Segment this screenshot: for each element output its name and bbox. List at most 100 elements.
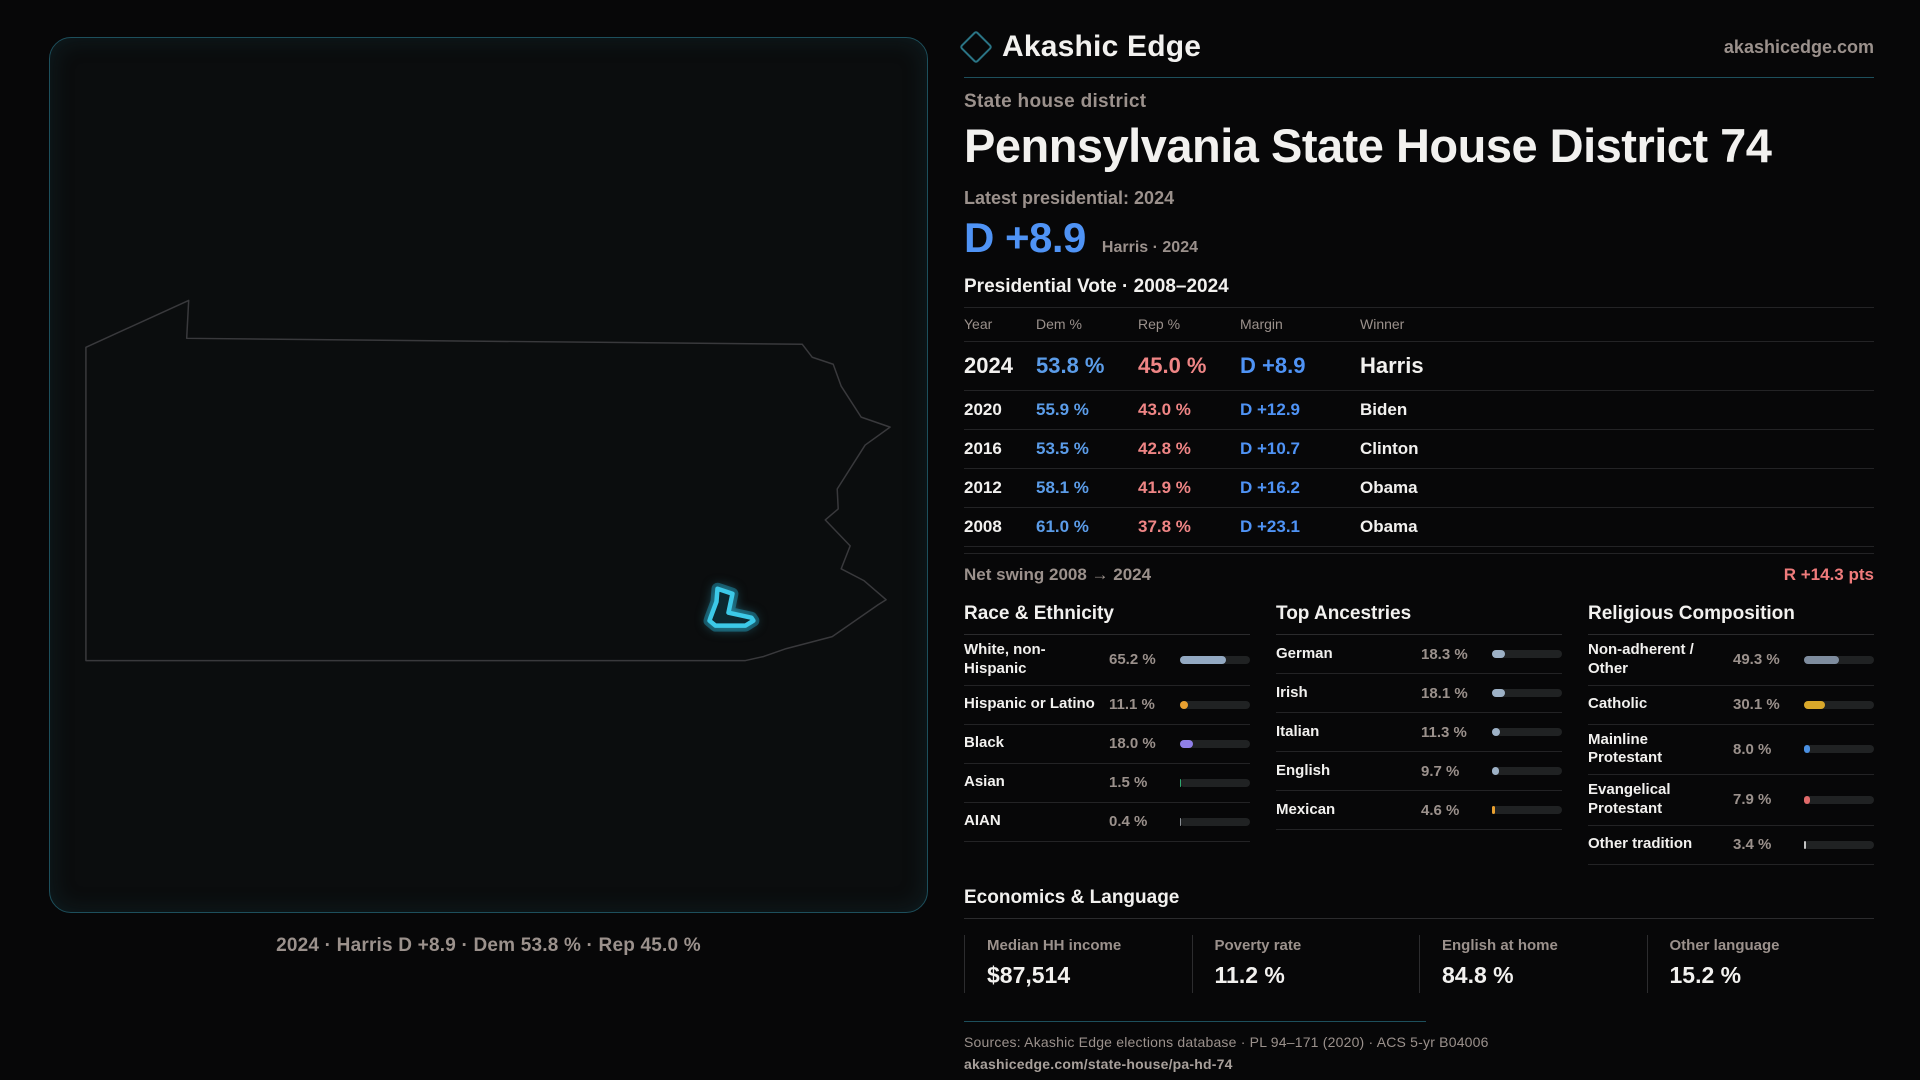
headline-margin-value: D +8.9 — [964, 214, 1086, 261]
demo-bar — [1804, 655, 1874, 664]
demo-bar — [1180, 739, 1250, 748]
demo-value: 30.1 % — [1733, 696, 1780, 713]
demo-value: 11.3 % — [1421, 723, 1467, 741]
demo-value: 65.2 % — [1109, 651, 1156, 669]
demo-label: Evangelical Protestant — [1588, 781, 1671, 817]
section-race-ethnicity: Race & Ethnicity White, non-Hispanic 65.… — [964, 603, 1250, 865]
demo-bar — [1492, 806, 1562, 814]
table-header-row: Year Dem % Rep % Margin Winner — [964, 308, 1874, 342]
demo-value: 9.7 % — [1421, 762, 1460, 780]
demo-value: 11.1 % — [1109, 696, 1155, 713]
stat-label: Other language — [1669, 936, 1780, 954]
demo-bar — [1180, 778, 1250, 787]
stat-label: Median HH income — [987, 936, 1122, 954]
net-swing-row: Net swing 2008 → 2024 R +14.3 pts — [964, 553, 1874, 585]
presidential-vote-table: Year Dem % Rep % Margin Winner 2024 53.8… — [964, 307, 1874, 547]
section-title: Race & Ethnicity — [964, 603, 1250, 635]
demo-row: Hispanic or Latino 11.1 % — [964, 686, 1250, 725]
cell-margin: D +8.9 — [1240, 353, 1306, 378]
stat-value: $87,514 — [987, 961, 1071, 988]
headline-margin-note: Harris · 2024 — [1101, 239, 1198, 256]
demo-value: 3.4 % — [1733, 836, 1772, 853]
map-column: 2024 · Harris D +8.9 · Dem 53.8 % · Rep … — [0, 0, 928, 1080]
demo-bar — [1180, 700, 1250, 709]
table-row: 2020 55.9 % 43.0 % D +12.9 Biden — [964, 391, 1874, 430]
table-row: 2024 53.8 % 45.0 % D +8.9 Harris — [964, 342, 1874, 391]
cell-margin: D +10.7 — [1240, 439, 1301, 458]
demo-row: White, non-Hispanic 65.2 % — [964, 635, 1250, 686]
cell-winner: Obama — [1360, 478, 1418, 497]
col-header-margin: Margin — [1240, 316, 1283, 332]
cell-rep: 37.8 % — [1138, 517, 1191, 536]
economics-stats: Median HH income $87,514 Poverty rate 11… — [964, 934, 1874, 993]
brand-site-link[interactable]: akashicedge.com — [1723, 36, 1874, 57]
brand-header: Akashic Edge akashicedge.com — [959, 26, 1874, 68]
demo-row: AIAN 0.4 % — [964, 803, 1250, 842]
demo-value: 1.5 % — [1109, 774, 1148, 791]
demo-value: 4.6 % — [1421, 801, 1460, 819]
cell-winner: Clinton — [1360, 439, 1419, 458]
table-row: 2012 58.1 % 41.9 % D +16.2 Obama — [964, 469, 1874, 508]
cell-rep: 43.0 % — [1138, 400, 1191, 419]
map-caption: 2024 · Harris D +8.9 · Dem 53.8 % · Rep … — [276, 935, 701, 956]
demo-value: 49.3 % — [1733, 651, 1780, 669]
demo-value: 18.3 % — [1421, 645, 1468, 663]
cell-dem: 58.1 % — [1036, 478, 1089, 497]
demo-bar — [1804, 840, 1874, 849]
district-type-eyebrow: State house district — [964, 91, 1147, 112]
cell-year: 2008 — [964, 517, 1002, 536]
demo-row: German 18.3 % — [1276, 635, 1562, 674]
highlighted-district-shape[interactable] — [707, 586, 756, 628]
stat-label: Poverty rate — [1214, 936, 1302, 954]
stat-english-at-home: English at home 84.8 % — [1419, 934, 1647, 993]
cell-rep: 42.8 % — [1138, 439, 1191, 458]
cell-dem: 53.5 % — [1036, 439, 1089, 458]
demo-row: Mainline Protestant 8.0 % — [1588, 725, 1874, 775]
demo-bar — [1492, 728, 1562, 736]
demo-bar — [1180, 817, 1250, 826]
demo-row: Catholic 30.1 % — [1588, 686, 1874, 725]
cell-rep: 41.9 % — [1138, 478, 1191, 497]
demo-row: Black 18.0 % — [964, 725, 1250, 764]
footer: Sources: Akashic Edge elections database… — [964, 1020, 1874, 1074]
demo-bar — [1492, 650, 1562, 658]
demo-label: Black — [964, 734, 1005, 752]
demo-value: 8.0 % — [1733, 740, 1772, 758]
table-row: 2008 61.0 % 37.8 % D +23.1 Obama — [964, 508, 1874, 547]
cell-winner: Obama — [1360, 517, 1418, 536]
section-top-ancestries: Top Ancestries German 18.3 % Irish 18.1 … — [1276, 603, 1562, 865]
permalink[interactable]: akashicedge.com/state-house/pa-hd-74 — [964, 1055, 1233, 1072]
demo-row: Evangelical Protestant 7.9 % — [1588, 775, 1874, 826]
col-header-rep: Rep % — [1138, 316, 1181, 332]
vote-table-title: Presidential Vote · 2008–2024 — [964, 276, 1229, 297]
demo-value: 0.4 % — [1109, 813, 1148, 830]
stat-poverty-rate: Poverty rate 11.2 % — [1191, 934, 1420, 993]
cell-margin: D +16.2 — [1240, 478, 1301, 497]
cell-year: 2016 — [964, 439, 1002, 458]
section-religious-composition: Religious Composition Non-adherent / Oth… — [1588, 603, 1874, 865]
demo-row: Mexican 4.6 % — [1276, 791, 1562, 830]
cell-margin: D +23.1 — [1240, 517, 1301, 536]
cell-rep: 45.0 % — [1138, 353, 1207, 378]
cell-dem: 53.8 % — [1036, 353, 1105, 378]
headline-margin-row: D +8.9 Harris · 2024 — [964, 214, 1874, 262]
latest-presidential-label: Latest presidential: 2024 — [964, 188, 1175, 208]
demo-label: AIAN — [964, 812, 1001, 830]
cell-margin: D +12.9 — [1240, 400, 1301, 419]
demo-bar — [1804, 700, 1874, 709]
demo-bar — [1804, 745, 1874, 754]
demo-label: German — [1276, 644, 1333, 662]
demo-row: English 9.7 % — [1276, 752, 1562, 791]
page-title: Pennsylvania State House District 74 — [964, 119, 1772, 172]
demo-label: Asian — [964, 773, 1005, 791]
state-outline-shape — [85, 299, 891, 662]
demo-label: Irish — [1276, 683, 1308, 701]
demo-label: Non-adherent / Other — [1588, 641, 1694, 677]
demo-bar — [1492, 767, 1562, 775]
economics-title: Economics & Language — [964, 887, 1874, 919]
detail-column: Akashic Edge akashicedge.com State house… — [959, 0, 1874, 1080]
demo-value: 18.1 % — [1421, 684, 1468, 702]
stat-value: 15.2 % — [1669, 961, 1742, 988]
demo-label: Mainline Protestant — [1588, 730, 1663, 767]
